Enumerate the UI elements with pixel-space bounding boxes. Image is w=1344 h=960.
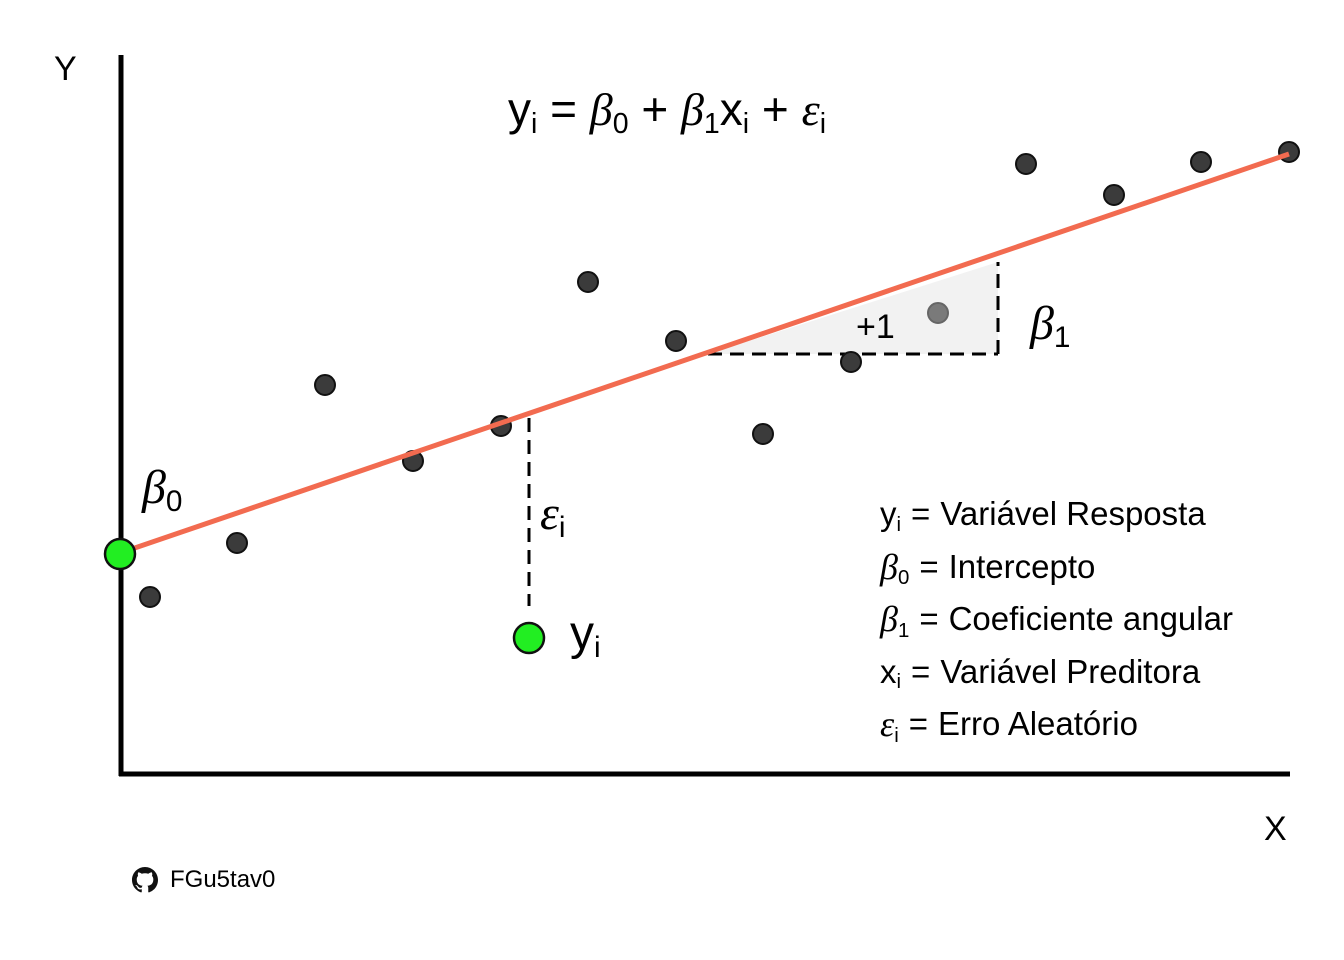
- beta0-sub: 0: [165, 485, 183, 519]
- beta1-label: β1: [1030, 297, 1070, 353]
- slope-triangle: [708, 262, 998, 354]
- legend-row: β0 = Intercepto: [880, 541, 1233, 594]
- epsilon-label: εi: [540, 487, 566, 543]
- legend-symbol-sub: i: [894, 723, 899, 747]
- legend-equals: =: [911, 652, 931, 690]
- epsilon-symbol: ε: [540, 487, 559, 540]
- legend-row: εi = Erro Aleatório: [880, 698, 1233, 751]
- data-point: [840, 351, 862, 373]
- legend-equals: =: [911, 495, 931, 533]
- model-formula: yi = β0 + β1xi + εi: [508, 83, 826, 138]
- faded-data-point: [927, 302, 949, 324]
- legend-symbol-main: y: [880, 495, 897, 533]
- formula-plus-2: +: [761, 83, 789, 135]
- yi-label: yi: [570, 607, 601, 663]
- legend-description: Intercepto: [948, 547, 1096, 585]
- legend-description: Variável Preditora: [940, 652, 1201, 690]
- formula-epsilon-sub: i: [819, 107, 827, 140]
- legend-symbol-main: x: [880, 652, 897, 690]
- epsilon-sub: i: [558, 511, 566, 545]
- legend-symbol-sub: i: [896, 670, 902, 694]
- formula-beta1-sub: 1: [703, 107, 720, 140]
- formula-epsilon: ε: [801, 84, 820, 135]
- legend-symbol-main: ε: [880, 704, 895, 745]
- legend-description: Coeficiente angular: [948, 600, 1233, 638]
- legend-symbol: β0: [880, 546, 910, 590]
- x-axis-label: X: [1264, 810, 1287, 848]
- legend-symbol-main: β: [880, 599, 898, 640]
- beta0-symbol: β: [142, 461, 166, 514]
- y-axis-label: Y: [54, 50, 77, 88]
- legend-description: Variável Resposta: [940, 495, 1206, 533]
- data-point: [577, 271, 599, 293]
- legend-row: β1 = Coeficiente angular: [880, 593, 1233, 646]
- observed-yi-point: [512, 621, 546, 655]
- plus-one-label: +1: [856, 308, 895, 346]
- legend-symbol-sub: i: [896, 512, 902, 536]
- yi-symbol: y: [570, 607, 594, 660]
- legend: yi = Variável Resposta β0 = Intercepto β1 = Coef…: [880, 488, 1233, 751]
- formula-beta0: β: [589, 84, 613, 135]
- intercept-point: [103, 537, 137, 571]
- formula-y-sub: i: [531, 107, 538, 140]
- formula-equals: =: [550, 83, 577, 135]
- legend-symbol: yi: [880, 495, 902, 536]
- legend-row: xi = Variável Preditora: [880, 646, 1233, 699]
- beta1-symbol: β: [1030, 297, 1054, 350]
- data-point: [1015, 153, 1037, 175]
- legend-equals: =: [908, 705, 929, 743]
- regression-line: [119, 151, 1290, 556]
- formula-plus-1: +: [641, 83, 669, 135]
- data-point: [314, 374, 336, 396]
- beta0-label: β0: [142, 461, 182, 517]
- legend-symbol-main: β: [880, 546, 898, 587]
- yi-sub: i: [594, 631, 601, 665]
- legend-description: Erro Aleatório: [938, 705, 1138, 743]
- data-point: [665, 330, 687, 352]
- legend-symbol-sub: 0: [897, 566, 910, 590]
- data-point: [1103, 184, 1125, 206]
- formula-beta0-sub: 0: [612, 107, 629, 140]
- footer-handle: FGu5tav0: [170, 866, 276, 893]
- formula-x-sub: i: [742, 107, 750, 140]
- legend-row: yi = Variável Resposta: [880, 488, 1233, 541]
- legend-equals: =: [919, 547, 939, 585]
- beta1-sub: 1: [1053, 321, 1071, 355]
- formula-beta1: β: [681, 84, 704, 135]
- data-point: [139, 586, 161, 608]
- footer-credit: FGu5tav0: [132, 866, 275, 894]
- legend-symbol: εi: [880, 703, 899, 747]
- formula-y: y: [508, 83, 531, 135]
- legend-symbol: β1: [880, 598, 910, 642]
- data-point: [752, 423, 774, 445]
- legend-symbol: xi: [880, 652, 902, 694]
- data-point: [226, 532, 248, 554]
- legend-equals: =: [919, 600, 939, 638]
- github-icon: [132, 867, 158, 893]
- formula-x: x: [719, 83, 743, 135]
- legend-symbol-sub: 1: [897, 618, 910, 642]
- data-point: [1190, 151, 1212, 173]
